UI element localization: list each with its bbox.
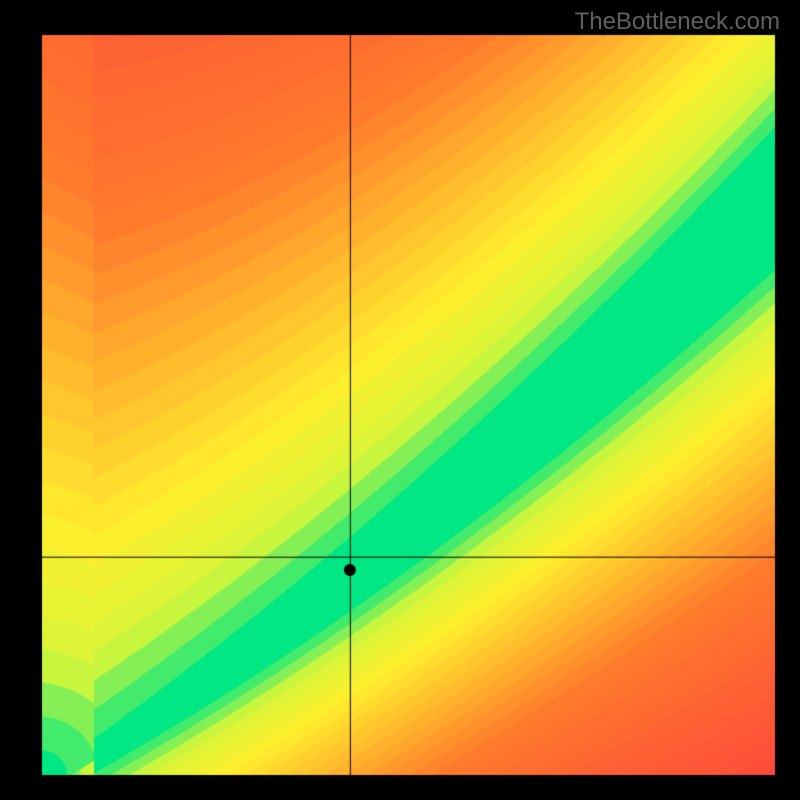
watermark-text: TheBottleneck.com — [575, 8, 780, 36]
bottleneck-heatmap — [0, 0, 800, 800]
